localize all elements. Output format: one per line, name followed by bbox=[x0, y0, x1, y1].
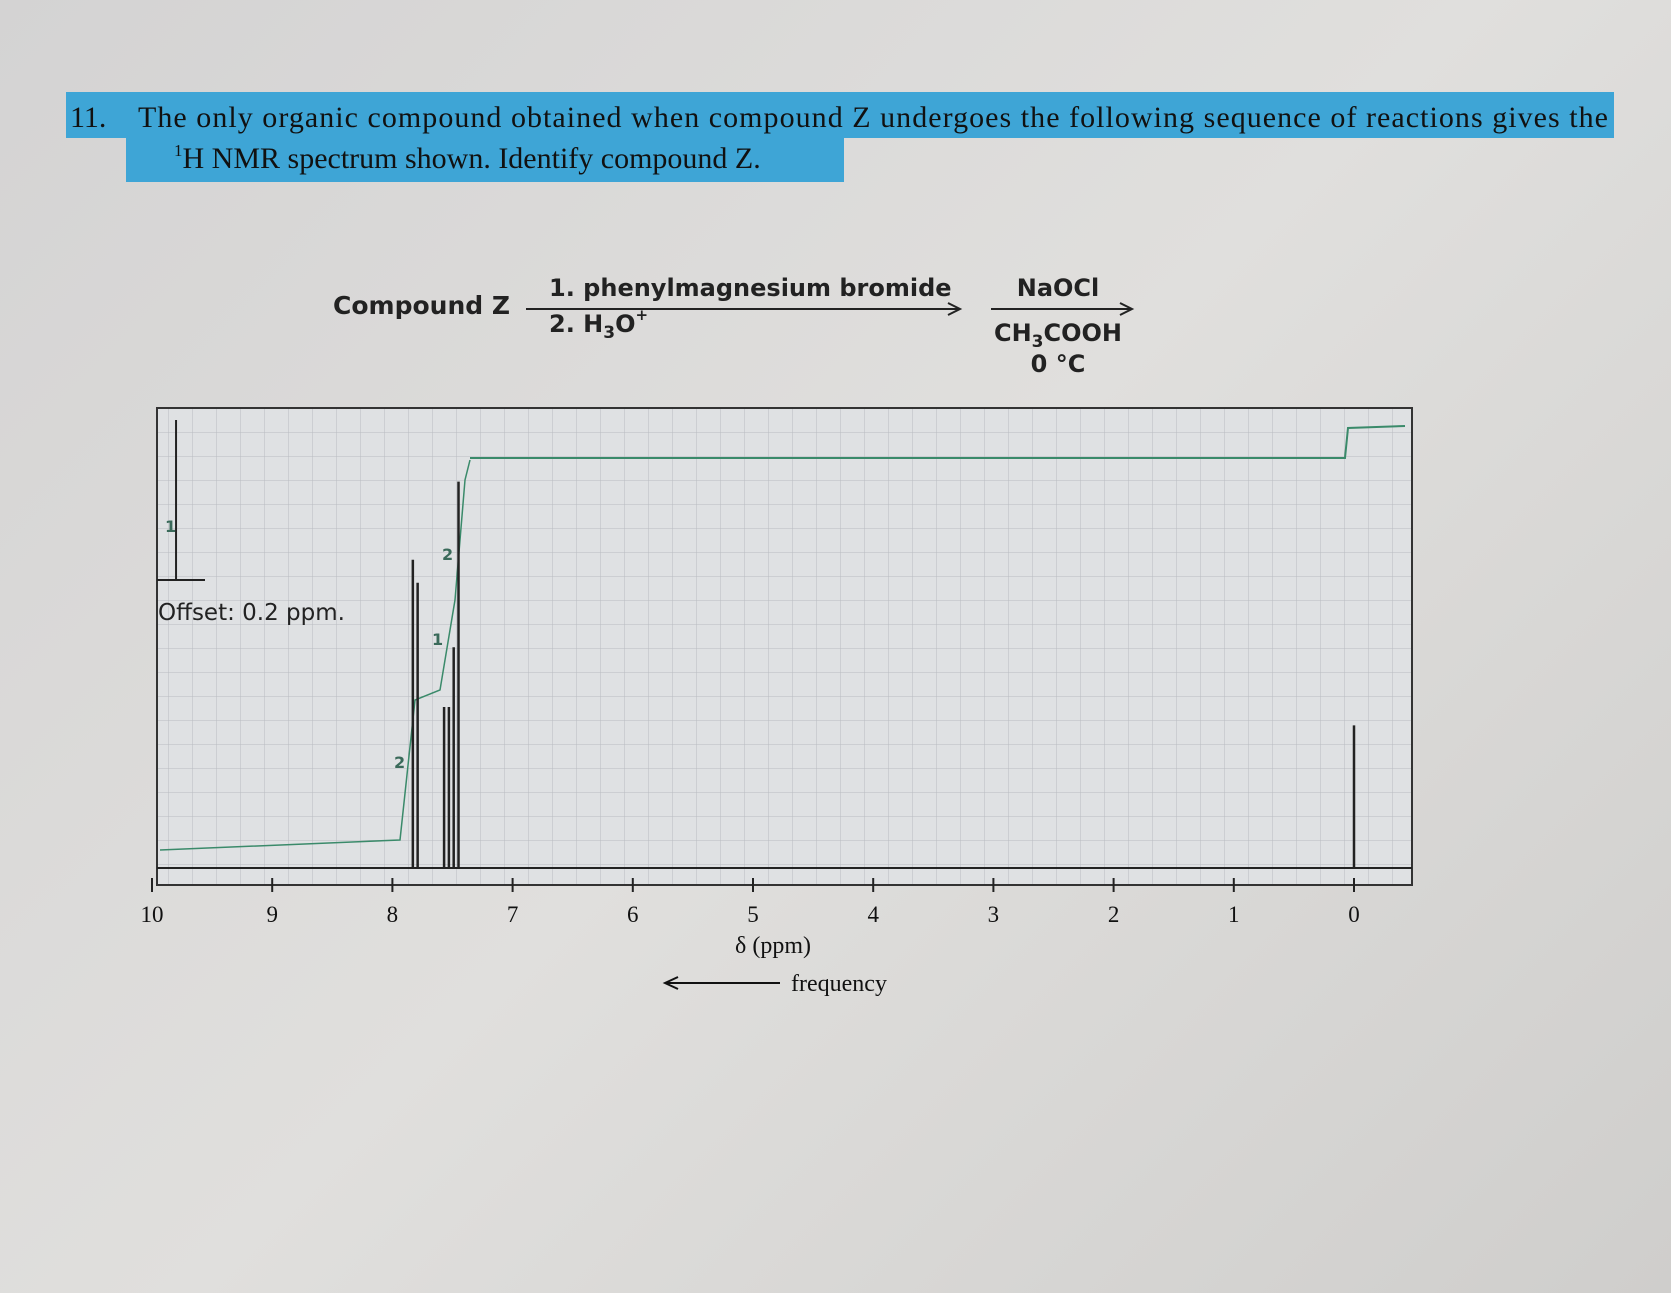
arrow-head bbox=[1119, 302, 1135, 316]
subscript: 3 bbox=[1032, 332, 1044, 352]
reagent: NaOCl bbox=[1017, 274, 1100, 302]
question-text: 1H NMR spectrum shown. Identify compound… bbox=[174, 141, 761, 175]
x-axis-label: δ (ppm) bbox=[735, 933, 811, 959]
integration-curve bbox=[159, 459, 471, 851]
x-tick-label: 9 bbox=[266, 902, 278, 927]
x-tick-label: 5 bbox=[747, 902, 759, 927]
arrow-head bbox=[947, 302, 963, 316]
plot-frame bbox=[156, 407, 1413, 886]
arrow-head bbox=[662, 976, 679, 990]
x-tick-label: 10 bbox=[141, 902, 164, 927]
reagent: CH3COOH bbox=[994, 319, 1122, 352]
x-tick-label: 3 bbox=[988, 902, 1000, 927]
highlight bbox=[126, 138, 844, 182]
integration-curve bbox=[470, 425, 1406, 459]
x-tick-label: 8 bbox=[387, 902, 399, 927]
offset-note: Offset: 0.2 ppm. bbox=[158, 600, 345, 626]
x-tick-label: 2 bbox=[1108, 902, 1120, 927]
grid bbox=[157, 408, 1412, 885]
question-text-cont: H NMR spectrum shown. Identify compound … bbox=[183, 142, 761, 175]
reagent-part: COOH bbox=[1044, 319, 1123, 347]
reagent: 2. H3O+ bbox=[549, 306, 648, 343]
reagent-part: 2. H bbox=[549, 310, 603, 338]
reagent-part: CH bbox=[994, 319, 1032, 347]
integration-label: 2 bbox=[394, 753, 405, 772]
highlight bbox=[66, 92, 1614, 138]
reagent-part: O bbox=[615, 310, 635, 338]
integration-label: 1 bbox=[165, 517, 176, 536]
integration-label: 1 bbox=[432, 630, 443, 649]
direction-label: frequency bbox=[791, 971, 887, 997]
x-tick-label: 6 bbox=[627, 902, 639, 927]
reagent: 1. phenylmagnesium bromide bbox=[549, 274, 952, 302]
superscript: + bbox=[636, 306, 649, 324]
x-tick-label: 1 bbox=[1228, 902, 1240, 927]
superscript: 1 bbox=[174, 141, 183, 160]
question-text: The only organic compound obtained when … bbox=[138, 101, 1608, 134]
x-tick-label: 4 bbox=[867, 902, 879, 927]
integration-label: 2 bbox=[442, 545, 453, 564]
subscript: 3 bbox=[603, 323, 615, 343]
question-number: 11. bbox=[70, 101, 106, 134]
condition: 0 °C bbox=[1031, 350, 1086, 378]
reactant: Compound Z bbox=[333, 291, 510, 320]
x-tick-label: 0 bbox=[1348, 902, 1360, 927]
x-tick-label: 7 bbox=[507, 902, 519, 927]
